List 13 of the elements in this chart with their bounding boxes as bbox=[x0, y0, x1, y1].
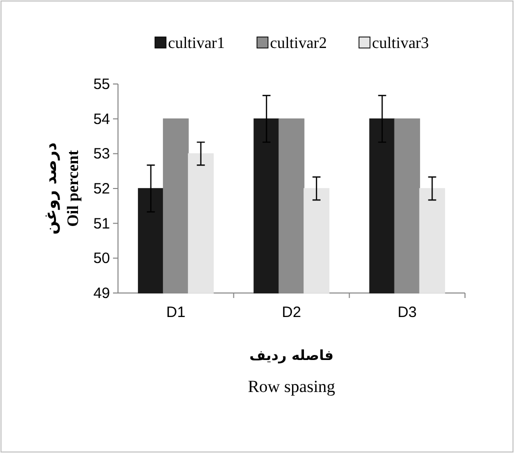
x-tick-label: D1 bbox=[166, 304, 186, 321]
x-tick-label: D3 bbox=[398, 304, 417, 321]
legend-label: cultivar1 bbox=[168, 35, 225, 52]
x-tick-label: D2 bbox=[282, 304, 302, 321]
y-tick-label: 50 bbox=[93, 250, 110, 268]
y-tick-label: 54 bbox=[93, 110, 110, 128]
y-tick-label: 51 bbox=[93, 215, 110, 232]
y-tick-label: 52 bbox=[93, 180, 110, 198]
legend-label: cultivar2 bbox=[270, 35, 327, 52]
legend-label: cultivar3 bbox=[372, 35, 429, 52]
y-tick-label: 55 bbox=[93, 76, 110, 93]
y-tick-label: 53 bbox=[93, 146, 110, 163]
y-tick-label: 49 bbox=[93, 285, 110, 302]
